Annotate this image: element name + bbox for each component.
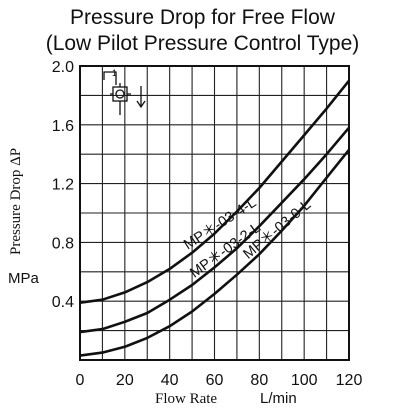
x-tick-label: 0	[76, 372, 85, 389]
x-tick-label: 60	[206, 372, 224, 389]
x-tick-label: 100	[291, 372, 318, 389]
x-tick-label: 120	[336, 372, 363, 389]
y-tick-label: 1.6	[52, 118, 74, 135]
y-tick-label: 0.4	[52, 294, 74, 311]
grid	[80, 66, 349, 360]
chart-title-line-2: (Low Pilot Pressure Control Type)	[45, 32, 360, 55]
x-tick-label: 40	[161, 372, 179, 389]
y-axis-unit: MPa	[8, 270, 40, 287]
check-valve-symbol-icon	[103, 71, 146, 115]
plot-border	[79, 65, 350, 361]
x-axis-label: Flow Rate	[155, 391, 217, 407]
y-tick-label: 1.2	[52, 177, 74, 194]
y-tick-label: 2.0	[52, 59, 74, 76]
chart-title-line-1: Pressure Drop for Free Flow	[70, 6, 335, 29]
tick-labels: 0 20 40 60 80 100 120 0.4 0.8 1.2 1.6 2.0	[52, 59, 363, 389]
x-tick-label: 20	[116, 372, 134, 389]
series-line	[79, 79, 351, 304]
series-line	[79, 126, 350, 334]
x-tick-label: 80	[250, 372, 268, 389]
symbol-port-number: 1	[112, 68, 117, 78]
series-line	[79, 148, 351, 357]
y-axis-label: Pressure Drop ΔP	[8, 148, 24, 255]
x-axis-unit: L/min	[260, 390, 297, 407]
plot-frame	[79, 65, 350, 361]
y-tick-label: 0.8	[52, 235, 74, 252]
